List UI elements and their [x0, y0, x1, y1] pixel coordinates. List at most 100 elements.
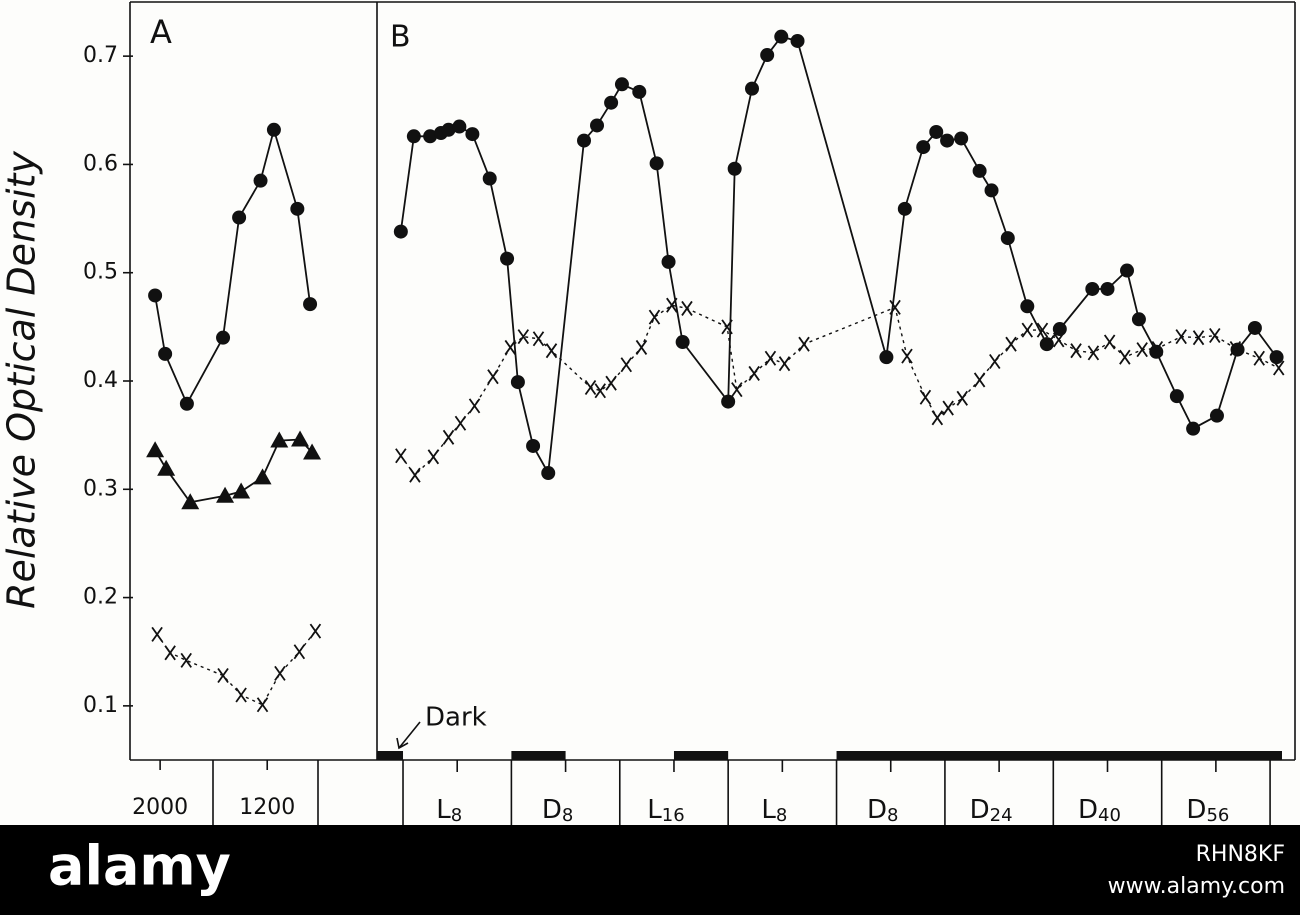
point: [253, 468, 272, 485]
point: [409, 467, 421, 483]
point: [721, 319, 733, 335]
point: [454, 415, 467, 431]
point: [584, 379, 597, 396]
point: [954, 131, 969, 146]
watermark-band: [0, 825, 1300, 915]
point: [270, 431, 289, 448]
point: [897, 201, 912, 216]
point: [487, 369, 499, 385]
annotation-arrowhead: [396, 737, 409, 750]
label-subscript: 8: [776, 805, 787, 826]
point: [309, 623, 322, 639]
label-subscript: 40: [1098, 805, 1121, 826]
y-tick-label: 0.4: [83, 368, 118, 393]
dark-period: [511, 751, 566, 760]
point: [180, 652, 192, 668]
panel-label: B: [390, 20, 411, 55]
point: [984, 183, 999, 198]
annotation: Dark: [425, 703, 487, 733]
point: [545, 343, 558, 359]
point: [929, 124, 944, 139]
point: [465, 127, 480, 142]
x-tick-label: D24: [970, 795, 1013, 827]
point: [1021, 322, 1034, 338]
panel-label: A: [150, 13, 172, 51]
point: [427, 449, 440, 465]
label-subscript: 16: [662, 805, 685, 826]
point: [500, 251, 515, 266]
point: [620, 357, 633, 373]
point: [532, 331, 545, 347]
point: [956, 390, 968, 406]
point: [1269, 350, 1284, 365]
point: [232, 210, 247, 225]
point: [468, 398, 481, 414]
point: [517, 329, 530, 345]
point: [798, 336, 810, 352]
label-main: D: [1186, 795, 1206, 825]
x-tick-label: 1200: [239, 795, 295, 820]
point: [216, 330, 231, 345]
point: [681, 300, 693, 316]
y-tick-label: 0.6: [83, 151, 118, 176]
point: [972, 163, 987, 178]
point: [605, 375, 617, 391]
x-tick-label: D8: [542, 795, 573, 827]
point: [253, 173, 268, 188]
point: [989, 353, 1001, 370]
point: [1247, 320, 1262, 335]
point: [164, 645, 176, 661]
x-tick-label: D56: [1186, 795, 1229, 827]
point: [1000, 231, 1015, 246]
point: [179, 396, 194, 411]
point: [151, 626, 163, 642]
y-tick-label: 0.3: [83, 476, 118, 501]
point: [232, 482, 251, 499]
point: [774, 29, 789, 44]
point: [1136, 342, 1148, 358]
y-axis-title: Relative Optical Density: [0, 151, 44, 609]
point: [764, 350, 777, 366]
point: [504, 339, 517, 355]
label-main: D: [970, 795, 990, 825]
point: [1253, 350, 1265, 366]
point: [727, 161, 742, 176]
point: [395, 448, 407, 464]
point: [648, 309, 661, 325]
point: [1085, 281, 1100, 296]
point: [919, 389, 932, 405]
watermark-site: www.alamy.com: [1108, 874, 1285, 899]
point: [577, 133, 592, 148]
point: [1273, 360, 1285, 376]
point: [901, 348, 913, 364]
point: [604, 95, 619, 110]
label-subscript: 8: [451, 805, 462, 826]
label-subscript: 56: [1206, 805, 1229, 826]
point: [1103, 334, 1116, 350]
label-main: D: [867, 795, 887, 825]
point: [1052, 322, 1067, 337]
point: [303, 443, 322, 460]
point: [406, 129, 421, 144]
point: [217, 668, 229, 684]
point: [1131, 312, 1146, 327]
point: [274, 665, 286, 681]
point: [1070, 343, 1082, 359]
point: [745, 81, 760, 96]
point: [157, 459, 176, 476]
point: [1087, 345, 1100, 361]
point: [721, 394, 736, 409]
point: [1005, 336, 1017, 352]
watermark-logo: alamy: [48, 835, 231, 898]
y-tick-label: 0.5: [83, 260, 118, 285]
label-subscript: 24: [990, 805, 1013, 826]
x-tick-label: L8: [761, 795, 787, 827]
point: [889, 299, 901, 315]
point: [442, 429, 455, 445]
label-subscript: 8: [562, 805, 573, 826]
point: [256, 697, 269, 713]
point: [632, 84, 647, 99]
point: [1209, 327, 1221, 344]
x-tick-label: L16: [647, 795, 684, 827]
